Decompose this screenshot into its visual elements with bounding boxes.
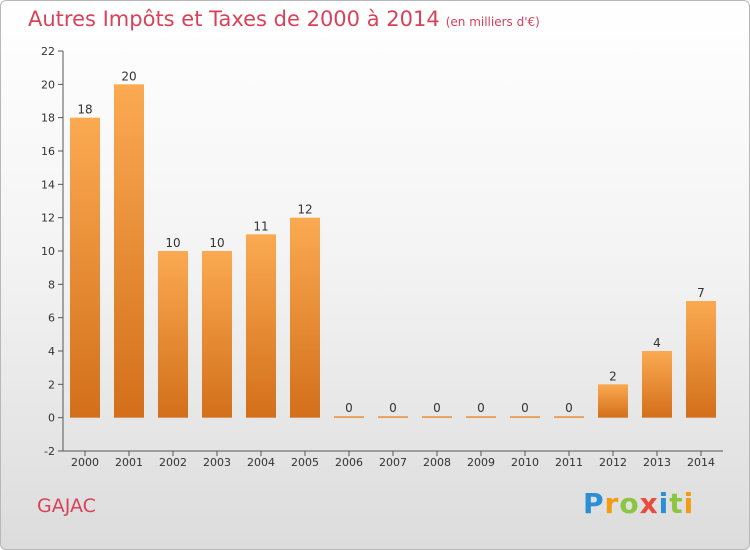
bar-value-label: 0 [565, 401, 573, 415]
bar [686, 301, 716, 418]
bar-value-label: 10 [165, 236, 180, 250]
logo-letter: x [639, 487, 659, 520]
y-tick-label: 2 [48, 378, 55, 391]
x-tick-label: 2001 [115, 456, 143, 469]
bar [158, 251, 188, 418]
chart-subtitle: (en milliers d'€) [445, 15, 540, 29]
proxiti-logo: Proxiti [583, 487, 694, 520]
bar [466, 416, 496, 418]
x-tick-label: 2000 [71, 456, 99, 469]
bar-value-label: 2 [609, 369, 617, 383]
bar-value-label: 7 [697, 286, 705, 300]
x-tick-label: 2009 [467, 456, 495, 469]
x-tick-label: 2014 [687, 456, 715, 469]
bar [554, 416, 584, 418]
bar-value-label: 0 [389, 401, 397, 415]
y-tick-label: 20 [41, 78, 55, 91]
chart-title: Autres Impôts et Taxes de 2000 à 2014 (en… [28, 7, 540, 31]
y-tick-label: 12 [41, 212, 55, 225]
x-tick-label: 2004 [247, 456, 275, 469]
bar-value-label: 0 [521, 401, 529, 415]
bar-value-label: 11 [253, 219, 268, 233]
x-tick-label: 2011 [555, 456, 583, 469]
y-tick-label: 16 [41, 145, 55, 158]
bar [202, 251, 232, 418]
bar-value-label: 0 [477, 401, 485, 415]
logo-letter: o [619, 487, 640, 520]
bar [510, 416, 540, 418]
bar [246, 234, 276, 418]
bar-value-label: 12 [297, 203, 312, 217]
bar-value-label: 0 [433, 401, 441, 415]
bar-value-label: 20 [121, 69, 136, 83]
y-tick-label: 6 [48, 312, 55, 325]
bar [290, 217, 320, 418]
bar-value-label: 4 [653, 336, 661, 350]
y-tick-label: 8 [48, 278, 55, 291]
y-tick-label: 22 [41, 45, 55, 58]
x-tick-label: 2012 [599, 456, 627, 469]
x-tick-label: 2005 [291, 456, 319, 469]
y-tick-label: 18 [41, 112, 55, 125]
bar [114, 84, 144, 418]
y-tick-label: 14 [41, 178, 55, 191]
bar [334, 416, 364, 418]
logo-letter: t [669, 487, 684, 520]
logo-letter: P [583, 487, 605, 520]
x-tick-label: 2007 [379, 456, 407, 469]
bar [70, 117, 100, 418]
bar [598, 384, 628, 418]
logo-letter: i [683, 487, 695, 520]
y-tick-label: 10 [41, 245, 55, 258]
x-tick-label: 2008 [423, 456, 451, 469]
x-tick-label: 2002 [159, 456, 187, 469]
x-tick-label: 2003 [203, 456, 231, 469]
x-tick-label: 2006 [335, 456, 363, 469]
y-tick-label: 4 [48, 345, 55, 358]
bar-value-label: 18 [77, 103, 92, 117]
logo-letter: i [658, 487, 670, 520]
y-tick-label: 0 [48, 412, 55, 425]
logo-letter: r [604, 487, 620, 520]
bar [422, 416, 452, 418]
y-tick-label: -2 [44, 445, 55, 458]
title-text: Autres Impôts et Taxes de 2000 à 2014 [28, 7, 440, 31]
bar [642, 351, 672, 418]
bar-value-label: 0 [345, 401, 353, 415]
bar-value-label: 10 [209, 236, 224, 250]
bar [378, 416, 408, 418]
x-tick-label: 2013 [643, 456, 671, 469]
commune-name: GAJAC [37, 495, 96, 517]
x-tick-label: 2010 [511, 456, 539, 469]
